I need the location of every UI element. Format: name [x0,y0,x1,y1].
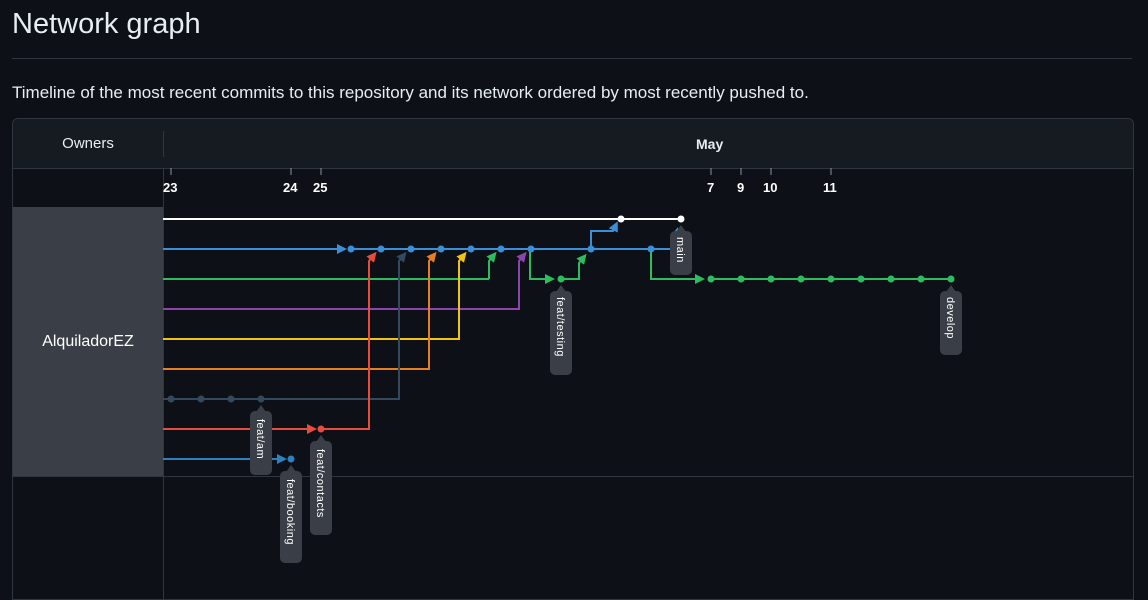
commit-dot [857,275,865,283]
commit-dot [647,245,655,253]
commit-dot [317,425,325,433]
branch-orange-line [163,251,437,370]
commit-dot [407,245,415,253]
commit-dot [287,455,295,463]
branch-yellow-line [163,251,467,340]
commit-dot [437,245,445,253]
date-label-24: 24 [283,180,298,195]
commit-dot [377,245,385,253]
commit-dot [917,275,925,283]
page-title: Network graph [12,8,201,40]
ref-label-develop-text: develop [944,297,956,339]
commit-dot [707,275,715,283]
commit-dot [557,275,565,283]
ref-label-feat-contacts-text: feat/contacts [314,449,326,518]
page-description: Timeline of the most recent commits to t… [12,83,809,102]
date-label-9: 9 [737,180,744,195]
date-axis: 23 24 25 7 9 10 11 [163,168,837,195]
ref-label-main[interactable]: main [670,225,692,275]
header-divider [163,131,164,157]
commit-dot [467,245,475,253]
commit-dots[interactable] [167,215,955,463]
commit-graph[interactable]: 23 24 25 7 9 10 11 [13,119,1133,599]
commit-dot [827,275,835,283]
commit-dot [227,395,235,403]
commit-dot [677,215,685,223]
title-divider [12,58,1132,59]
branch-green-line [163,249,951,284]
commit-dot [167,395,175,403]
owner-cell[interactable]: AlquiladorEZ [13,207,163,477]
owners-header: Owners [62,135,114,152]
commit-dot [797,275,805,283]
branch-blue-line [163,221,681,254]
commit-dot [887,275,895,283]
ref-label-feat-testing[interactable]: feat/testing [550,285,572,375]
date-label-11: 11 [823,180,837,195]
graph-header: Owners May [13,119,1133,169]
month-label: May [696,136,724,152]
commit-dot [617,215,625,223]
date-label-23: 23 [163,180,177,195]
owner-bottom-divider [13,476,1133,477]
commit-dot [767,275,775,283]
commit-dot [257,395,265,403]
commit-dot [527,245,535,253]
commit-dot [497,245,505,253]
date-label-10: 10 [763,180,777,195]
ref-label-feat-am-text: feat/am [254,419,266,459]
ref-label-feat-testing-text: feat/testing [554,297,566,357]
commit-dot [737,275,745,283]
ref-label-develop[interactable]: develop [940,285,962,355]
branch-red-line [163,251,377,434]
ref-label-feat-contacts[interactable]: feat/contacts [310,435,332,535]
ref-label-feat-booking-text: feat/booking [284,479,296,545]
owner-column-divider [163,168,164,599]
ref-label-main-text: main [674,237,686,263]
commit-dot [347,245,355,253]
branch-purple-line [163,251,527,310]
ref-label-feat-am[interactable]: feat/am [250,405,272,475]
commit-dot [947,275,955,283]
commit-dot [587,245,595,253]
branch-slate-line [163,251,407,400]
owner-name: AlquiladorEZ [42,333,134,350]
ref-label-feat-booking[interactable]: feat/booking [280,465,302,563]
network-graph: Owners May AlquiladorEZ 23 24 25 7 9 10 [12,118,1134,600]
commit-dot [197,395,205,403]
date-label-25: 25 [313,180,327,195]
date-label-7: 7 [707,180,714,195]
